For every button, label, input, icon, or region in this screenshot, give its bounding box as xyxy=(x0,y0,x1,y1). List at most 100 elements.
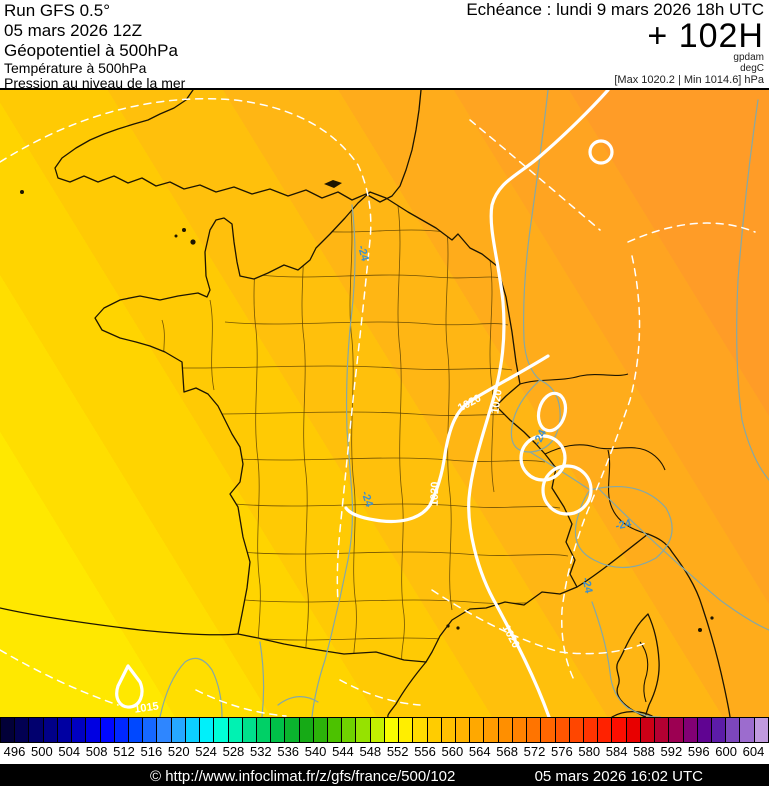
param-pressure: Pression au niveau de la mer xyxy=(4,75,186,91)
scale-cell xyxy=(369,717,384,743)
scale-cell xyxy=(327,717,342,743)
scale-cell xyxy=(568,717,583,743)
scale-cell xyxy=(497,717,512,743)
unit-gpdam: gpdam xyxy=(733,52,764,63)
scale-cell xyxy=(0,717,15,743)
scale-cell xyxy=(42,717,57,743)
scale-ticks: 496 500 504 508 512 516 520 524 528 532 536 540 544 5… xyxy=(0,743,769,760)
scale-tick: 512 xyxy=(113,744,135,759)
scale-cell xyxy=(99,717,114,743)
scale-cell xyxy=(440,717,455,743)
temperature-label: -24 xyxy=(614,517,633,532)
scale-cell xyxy=(142,717,157,743)
scale-cell xyxy=(696,717,711,743)
scale-cell xyxy=(412,717,427,743)
color-scale xyxy=(0,717,769,743)
scale-cell xyxy=(184,717,200,743)
scale-tick: 516 xyxy=(140,744,163,759)
scale-tick: 588 xyxy=(633,744,655,759)
scale-tick: 568 xyxy=(496,744,519,759)
footer: © http://www.infoclimat.fr/z/gfs/france/… xyxy=(0,764,769,786)
scale-tick: 592 xyxy=(660,744,683,759)
scale-tick: 544 xyxy=(332,744,354,759)
scale-cell xyxy=(341,717,356,743)
minmax-pressure: [Max 1020.2 | Min 1014.6] hPa xyxy=(614,74,764,86)
echeance-label: Echéance : lundi 9 mars 2026 18h UTC xyxy=(466,0,764,19)
scale-cell xyxy=(739,717,754,743)
scale-tick: 532 xyxy=(249,744,272,759)
temperature-label: -24 xyxy=(355,244,371,263)
scale-cell xyxy=(199,717,214,743)
footer-url: © http://www.infoclimat.fr/z/gfs/france/… xyxy=(150,767,456,785)
param-geopotential: Géopotentiel à 500hPa xyxy=(4,41,178,60)
scale-cell xyxy=(255,717,271,743)
pressure-label: 1015 xyxy=(134,700,160,715)
scale-cell xyxy=(611,717,626,743)
scale-cell xyxy=(654,717,669,743)
scale-tick: 600 xyxy=(715,744,737,759)
scale-cell xyxy=(71,717,86,743)
scale-cell xyxy=(284,717,299,743)
scale-cell xyxy=(582,717,598,743)
scale-cell xyxy=(355,717,370,743)
scale-cell xyxy=(227,717,242,743)
scale-cell xyxy=(668,717,683,743)
scale-tick: 528 xyxy=(222,744,245,759)
scale-tick: 560 xyxy=(441,744,464,759)
scale-tick: 596 xyxy=(687,744,710,759)
header: Run GFS 0.5° 05 mars 2026 12Z Géopotenti… xyxy=(0,0,769,91)
validity-info: Echéance : lundi 9 mars 2026 18h UTC + 1… xyxy=(466,0,764,86)
scale-cell xyxy=(383,717,399,743)
scale-cell xyxy=(540,717,555,743)
scale-tick: 540 xyxy=(304,744,327,759)
scale-cell xyxy=(298,717,313,743)
scale-cell xyxy=(526,717,541,743)
temperature-label: -24 xyxy=(579,576,594,595)
pressure-label: 1020 xyxy=(489,389,504,415)
pressure-isobars xyxy=(115,90,614,717)
scale-cell xyxy=(625,717,640,743)
scale-cell xyxy=(710,717,726,743)
scale-cell xyxy=(725,717,740,743)
scale-cell xyxy=(241,717,256,743)
scale-cell xyxy=(56,717,72,743)
scale-tick: 496 xyxy=(3,744,26,759)
scale-tick: 552 xyxy=(386,744,409,759)
scale-cell xyxy=(469,717,484,743)
forecast-hour: + 102H xyxy=(647,17,764,55)
scale-cell xyxy=(554,717,569,743)
scale-cell xyxy=(28,717,43,743)
scale-cell xyxy=(483,717,498,743)
scale-tick: 520 xyxy=(167,744,190,759)
scale-tick: 576 xyxy=(551,744,573,759)
spacer xyxy=(0,760,769,764)
footer-timestamp: 05 mars 2026 16:02 UTC xyxy=(534,767,703,785)
run-title: Run GFS 0.5° xyxy=(4,1,111,20)
scale-cell xyxy=(170,717,185,743)
scale-tick: 572 xyxy=(523,744,546,759)
scale-tick: 556 xyxy=(414,744,436,759)
scale-cell xyxy=(398,717,413,743)
scale-tick: 548 xyxy=(359,744,382,759)
scale-cell xyxy=(14,717,29,743)
scale-cell xyxy=(127,717,143,743)
scale-cell xyxy=(312,717,328,743)
scale-tick: 564 xyxy=(468,744,491,759)
dashed-contours xyxy=(0,98,756,717)
scale-cell xyxy=(270,717,285,743)
scale-cell xyxy=(682,717,697,743)
map-area: 1020 1020 1020 1020 1015 -24 -24 -24 -24 -24 xyxy=(0,88,769,717)
unit-degc: degC xyxy=(740,63,764,74)
geopotential-field xyxy=(0,90,769,717)
scale-tick: 524 xyxy=(195,744,217,759)
scale-cell xyxy=(511,717,527,743)
scale-tick: 500 xyxy=(31,744,53,759)
scale-cell xyxy=(156,717,171,743)
pressure-label: 1020 xyxy=(429,481,442,506)
run-date: 05 mars 2026 12Z xyxy=(4,21,142,40)
model-info: Run GFS 0.5° 05 mars 2026 12Z Géopotenti… xyxy=(4,1,185,91)
scale-tick: 580 xyxy=(578,744,601,759)
scale-cell xyxy=(113,717,128,743)
